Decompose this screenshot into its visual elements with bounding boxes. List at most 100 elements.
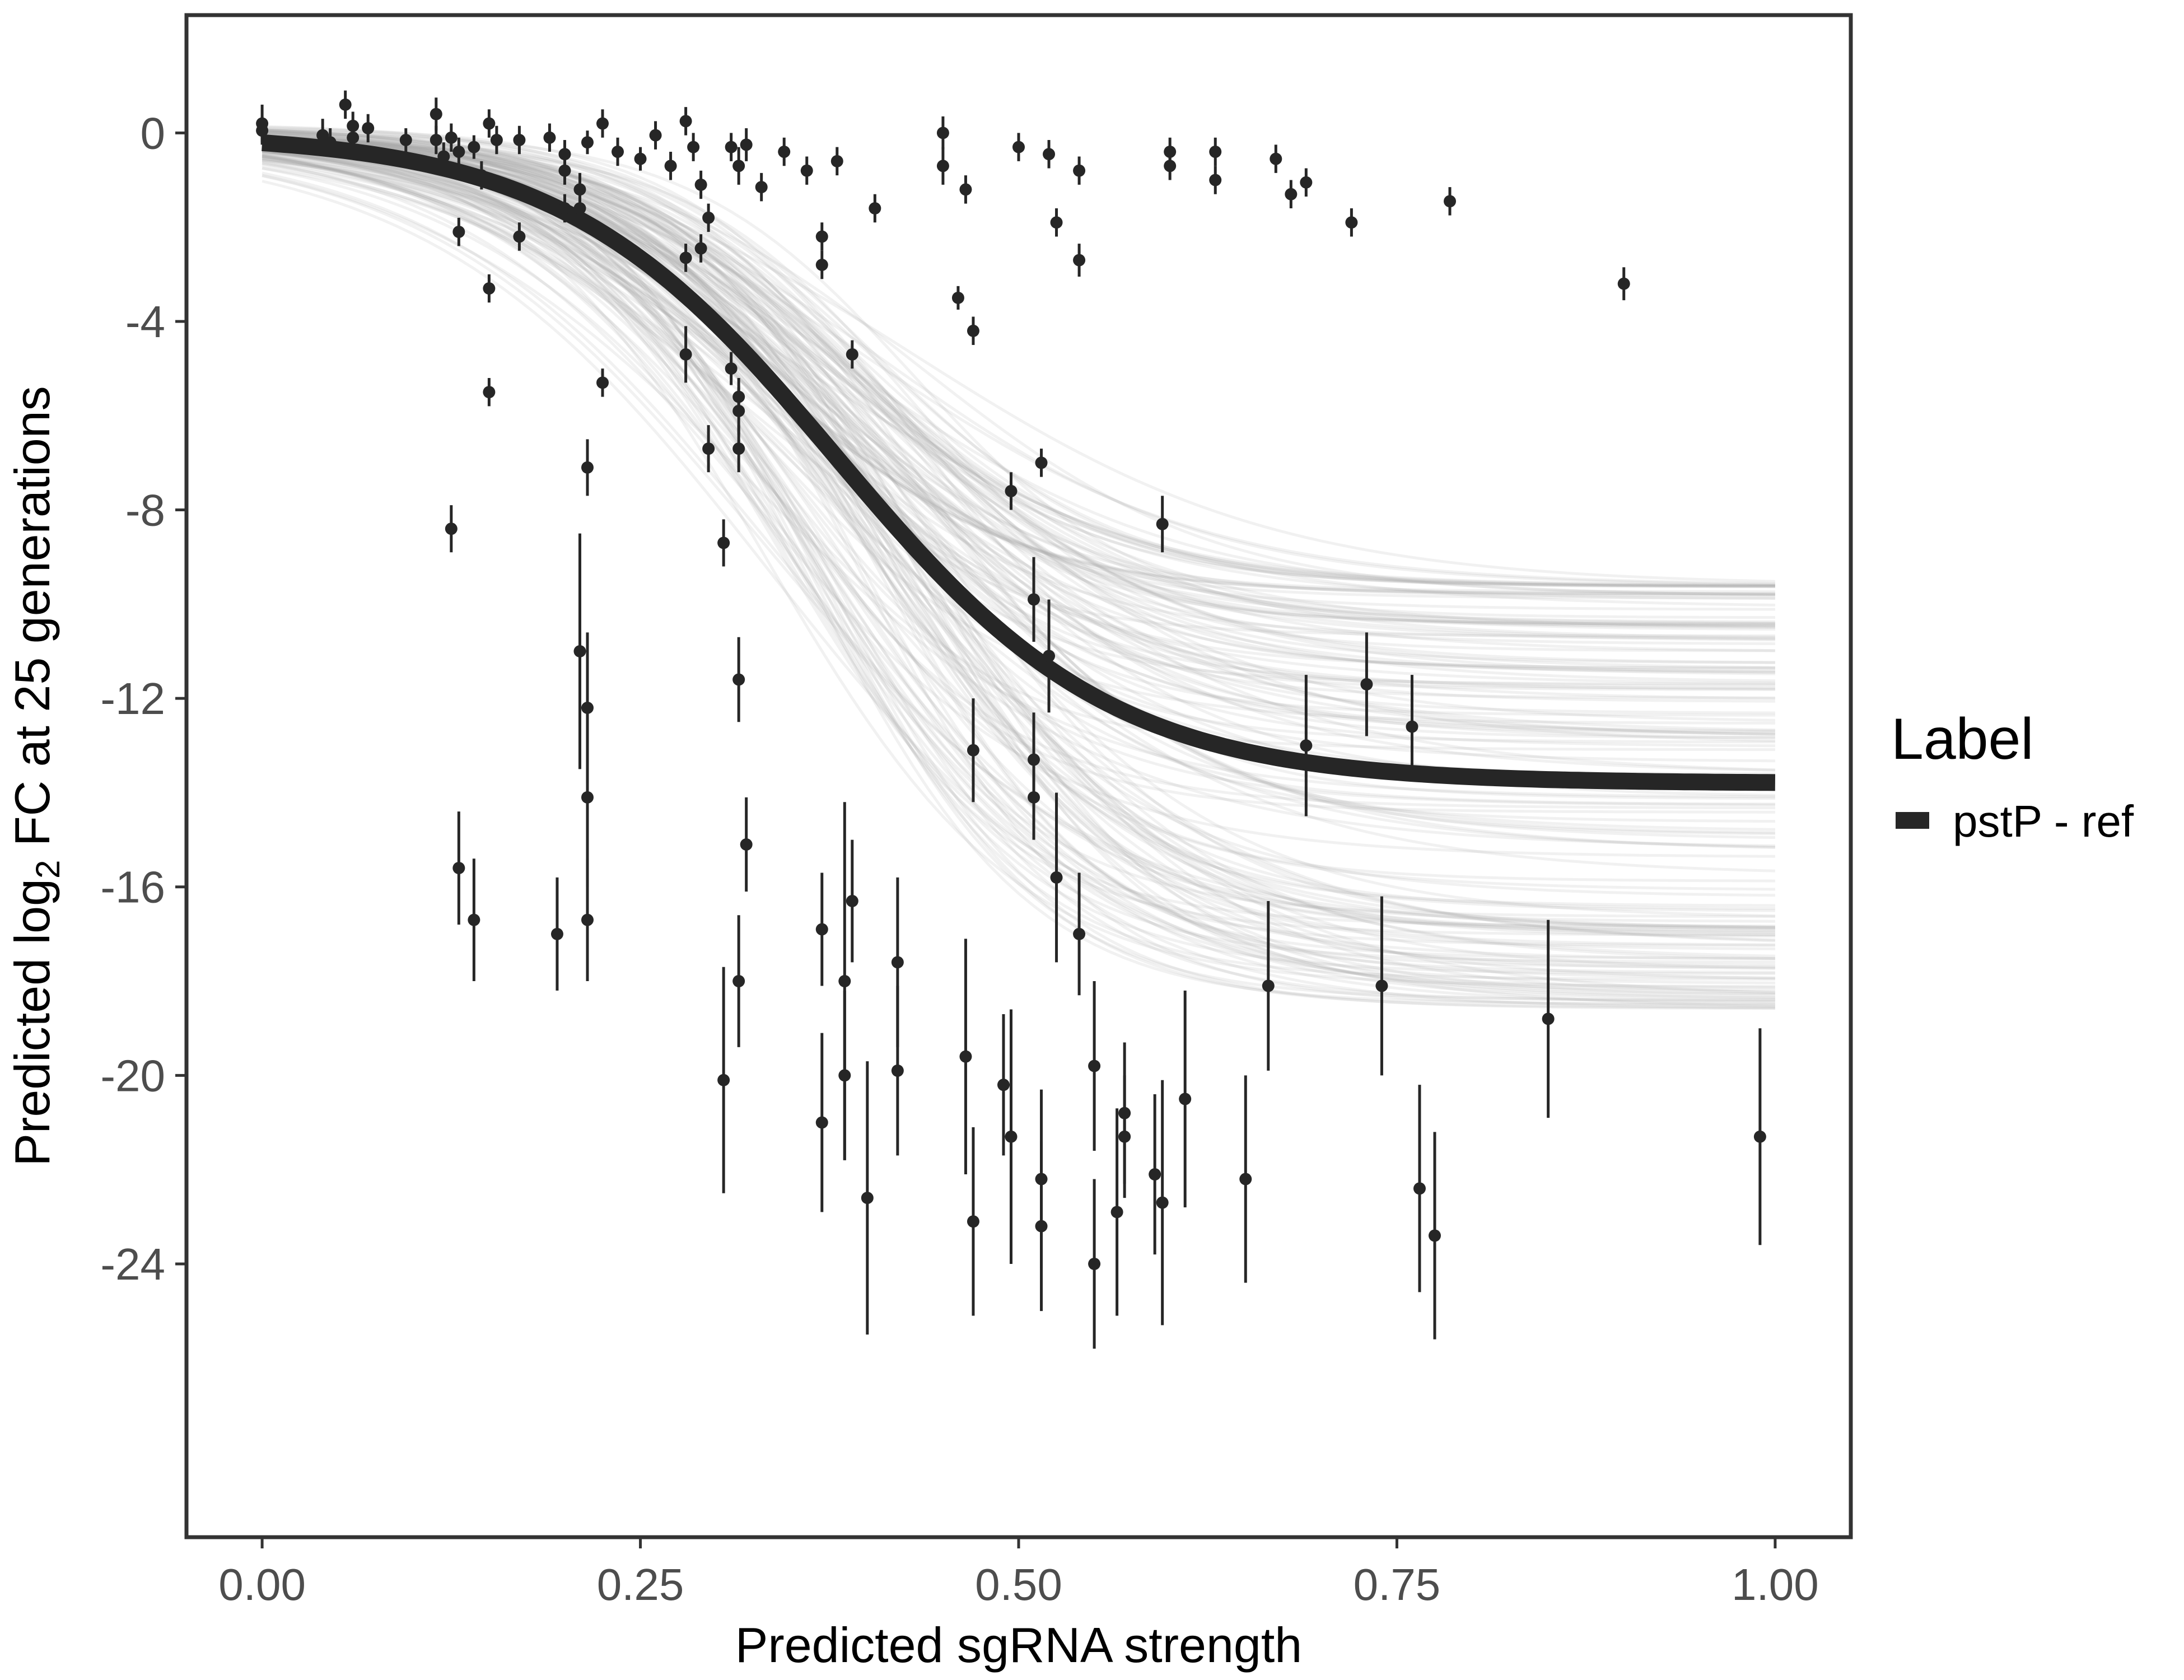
posterior-draw-curve [262, 174, 1775, 847]
posterior-draw-curve [262, 137, 1775, 934]
point-marker [596, 117, 609, 130]
point-marker [815, 230, 828, 243]
data-point [543, 123, 556, 152]
data-point [513, 222, 526, 251]
point-marker [256, 124, 269, 137]
y-tick-label: -20 [100, 1051, 165, 1100]
point-marker [732, 673, 745, 686]
point-marker [1073, 164, 1086, 177]
posterior-draw-curve [262, 140, 1775, 938]
posterior-draw-curve [262, 158, 1775, 625]
data-point [324, 128, 337, 157]
point-marker [830, 155, 843, 167]
point-marker [324, 136, 337, 149]
point-marker [1156, 517, 1169, 530]
point-marker [513, 230, 526, 243]
posterior-draw-curve [262, 174, 1775, 928]
data-point [483, 274, 496, 303]
data-point [581, 858, 594, 982]
point-marker [1444, 195, 1457, 208]
data-point [483, 109, 496, 138]
data-point [740, 797, 753, 892]
y-axis-title-rest: FC at 25 generations [4, 386, 60, 860]
data-point [1035, 1141, 1048, 1312]
data-point [815, 250, 828, 279]
point-marker [951, 291, 964, 304]
point-marker [778, 146, 791, 158]
legend-entry-pstp-ref: pstP - ref [1953, 796, 2134, 846]
posterior-draw-curve [262, 152, 1775, 640]
data-point [679, 107, 692, 136]
data-point [732, 147, 745, 185]
data-point [1073, 244, 1086, 277]
data-point [815, 1033, 828, 1212]
point-marker [1413, 1182, 1426, 1195]
posterior-draw-curve [262, 138, 1775, 946]
point-marker [452, 146, 465, 158]
point-marker [1043, 650, 1056, 662]
posterior-draw-curve [262, 135, 1775, 626]
point-marker [1088, 1060, 1101, 1072]
posterior-draw-curve [262, 141, 1775, 585]
data-point [558, 194, 571, 223]
data-point [740, 128, 753, 161]
posterior-draw-curve [262, 155, 1775, 736]
point-marker [1753, 1130, 1766, 1143]
posterior-draw-curve [262, 153, 1775, 897]
data-point [1429, 1132, 1441, 1340]
data-point [1156, 1080, 1169, 1326]
point-marker [581, 461, 594, 474]
x-tick-label: 1.00 [1732, 1560, 1819, 1609]
point-marker [649, 129, 662, 142]
data-point [1542, 920, 1555, 1118]
posterior-draw-curve [262, 162, 1775, 685]
data-point [815, 222, 828, 251]
y-axis-title-main: Predicted log [4, 879, 60, 1166]
data-point [687, 133, 700, 161]
point-marker [1035, 456, 1048, 469]
data-point [1110, 1108, 1123, 1316]
point-marker [725, 362, 738, 375]
data-point [445, 505, 458, 553]
data-point [959, 175, 972, 204]
data-point [694, 234, 707, 263]
posterior-draw-curve [262, 147, 1775, 834]
point-marker [838, 975, 851, 988]
posterior-draw-curve [262, 142, 1775, 979]
posterior-draw-curve [262, 142, 1775, 936]
point-marker [1073, 254, 1086, 267]
posterior-draw-curve [262, 136, 1775, 587]
data-points [256, 90, 1766, 1349]
point-marker [1118, 1130, 1131, 1143]
point-marker [732, 975, 745, 988]
data-point [732, 425, 745, 473]
data-point [1073, 872, 1086, 996]
posterior-draw-curve [262, 132, 1775, 674]
point-marker [1429, 1229, 1441, 1242]
data-point [1617, 267, 1630, 301]
x-tick-label: 0.00 [218, 1560, 306, 1609]
point-marker [437, 150, 450, 163]
posterior-draw-curve [262, 132, 1775, 588]
data-point [490, 125, 503, 155]
data-point [1005, 1009, 1018, 1264]
data-point [573, 533, 586, 769]
point-marker [1028, 791, 1040, 804]
posterior-draw-curve [262, 137, 1775, 703]
data-point [951, 286, 964, 310]
data-point [967, 698, 979, 802]
point-marker [1209, 146, 1222, 158]
posterior-draw-curve [262, 136, 1775, 664]
posterior-draw-curve [262, 180, 1775, 999]
posterior-draw-curve [262, 127, 1775, 670]
posterior-draw-curve [262, 142, 1775, 596]
point-marker [1270, 152, 1282, 165]
data-point [725, 133, 738, 161]
point-marker [543, 131, 556, 144]
point-marker [1164, 160, 1177, 172]
point-marker [869, 202, 881, 215]
posterior-draw-curve [262, 130, 1775, 627]
data-point [725, 352, 738, 385]
point-marker [1035, 1220, 1048, 1233]
